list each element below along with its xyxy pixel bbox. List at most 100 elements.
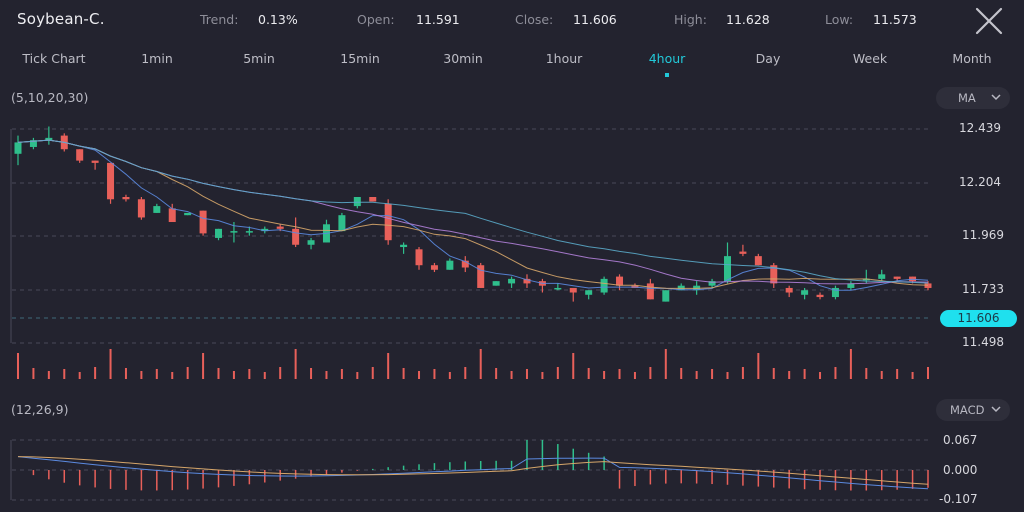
candle-body [261, 228, 269, 232]
high-stat: High: 11.628 [674, 12, 770, 27]
tab-1min[interactable]: 1min [141, 51, 173, 66]
ma-params-label: (5,10,20,30) [11, 90, 89, 105]
candle-body [369, 196, 377, 202]
ma10-line [17, 139, 929, 289]
candle-body [492, 281, 500, 286]
candle-body [153, 206, 161, 213]
current-price-tag: 11.606 [940, 310, 1017, 327]
price-axis-label: 11.969 [962, 228, 1004, 242]
candle-body [847, 283, 855, 288]
tab-5min[interactable]: 5min [243, 51, 275, 66]
candle-body [770, 265, 778, 284]
candle-body [400, 244, 408, 248]
tab-30min[interactable]: 30min [443, 51, 483, 66]
candle-body [893, 276, 901, 279]
close-stat: Close: 11.606 [515, 12, 617, 27]
macd-axis-label: 0.000 [943, 463, 978, 477]
candle-body [276, 226, 284, 229]
candle-body [662, 290, 670, 302]
candle-body [14, 142, 22, 154]
candle-body [307, 240, 315, 245]
candle-body [569, 287, 577, 293]
close-x-icon [975, 7, 1003, 35]
open-label: Open: [357, 12, 395, 27]
low-value: 11.573 [873, 12, 917, 27]
macd-dea-line [17, 456, 929, 485]
price-axis-label: 12.439 [959, 121, 1001, 135]
candle-body [384, 203, 392, 241]
macd-params-label: (12,26,9) [11, 402, 69, 417]
candle-body [45, 137, 53, 141]
close-button[interactable] [974, 6, 1004, 36]
candle-body [878, 274, 886, 279]
tab-week[interactable]: Week [852, 51, 888, 66]
timeframe-tabs: Tick Chart 1min 5min 15min 30min 1hour 4hour Da… [0, 48, 1024, 78]
ma-dropdown-label: MA [958, 91, 976, 105]
macd-indicator-dropdown[interactable]: MACD [936, 399, 1010, 421]
candle-body [646, 283, 654, 300]
active-tab-indicator [665, 73, 669, 77]
candle-body [831, 287, 839, 298]
close-label: Close: [515, 12, 554, 27]
price-axis-label: 11.733 [962, 282, 1004, 296]
candle-body [600, 278, 608, 293]
candle-body [353, 196, 361, 207]
candle-body [924, 283, 932, 288]
candle-body [508, 278, 516, 284]
candle-body [816, 294, 824, 298]
ma-indicator-dropdown[interactable]: MA [936, 87, 1010, 109]
candle-body [415, 249, 423, 266]
candle-body [785, 287, 793, 293]
candle-body [461, 260, 469, 268]
trend-value: 0.13% [258, 12, 298, 27]
trend-stat: Trend: 0.13% [200, 12, 298, 27]
candle-body [523, 278, 531, 284]
candle-body [477, 265, 485, 288]
price-axis-label: 11.498 [962, 335, 1004, 349]
tab-1hour[interactable]: 1hour [545, 51, 583, 66]
macd-dropdown-label: MACD [950, 403, 985, 417]
candle-body [446, 260, 454, 270]
price-axis-label: 12.204 [959, 175, 1001, 189]
candle-body [616, 276, 624, 286]
candle-body [430, 265, 438, 270]
low-label: Low: [825, 12, 854, 27]
tab-15min[interactable]: 15min [340, 51, 380, 66]
candle-body [739, 251, 747, 254]
open-value: 11.591 [416, 12, 460, 27]
low-stat: Low: 11.573 [825, 12, 917, 27]
header-bar: Soybean-C. Trend: 0.13% Open: 11.591 Clo… [0, 0, 1024, 40]
candle-body [801, 290, 809, 295]
candle-body [338, 215, 346, 232]
trend-label: Trend: [200, 12, 239, 27]
high-label: High: [674, 12, 707, 27]
ma5-line [17, 139, 929, 291]
candle-body [754, 256, 762, 266]
tab-day[interactable]: Day [755, 51, 781, 66]
candle-body [554, 287, 562, 290]
chevron-down-icon [991, 406, 1001, 413]
candle-body [29, 140, 37, 147]
ma30-line [17, 139, 929, 284]
candle-body [585, 290, 593, 295]
tab-tick-chart[interactable]: Tick Chart [22, 51, 86, 66]
open-stat: Open: 11.591 [357, 12, 460, 27]
candle-body [168, 208, 176, 223]
candle-body [76, 149, 84, 161]
macd-axis-label: 0.067 [943, 433, 978, 447]
candle-body [199, 210, 207, 234]
candle-body [137, 199, 145, 218]
candle-body [215, 228, 223, 238]
chevron-down-icon [991, 94, 1001, 101]
tab-month[interactable]: Month [952, 51, 992, 66]
candle-body [122, 196, 130, 200]
candle-body [862, 278, 870, 281]
high-value: 11.628 [726, 12, 770, 27]
tab-4hour[interactable]: 4hour [648, 51, 686, 66]
candle-body [245, 231, 253, 233]
macd-axis-label: -0.107 [939, 492, 978, 506]
macd-dif-line [17, 456, 929, 490]
candle-body [107, 162, 115, 200]
candle-body [292, 228, 300, 245]
